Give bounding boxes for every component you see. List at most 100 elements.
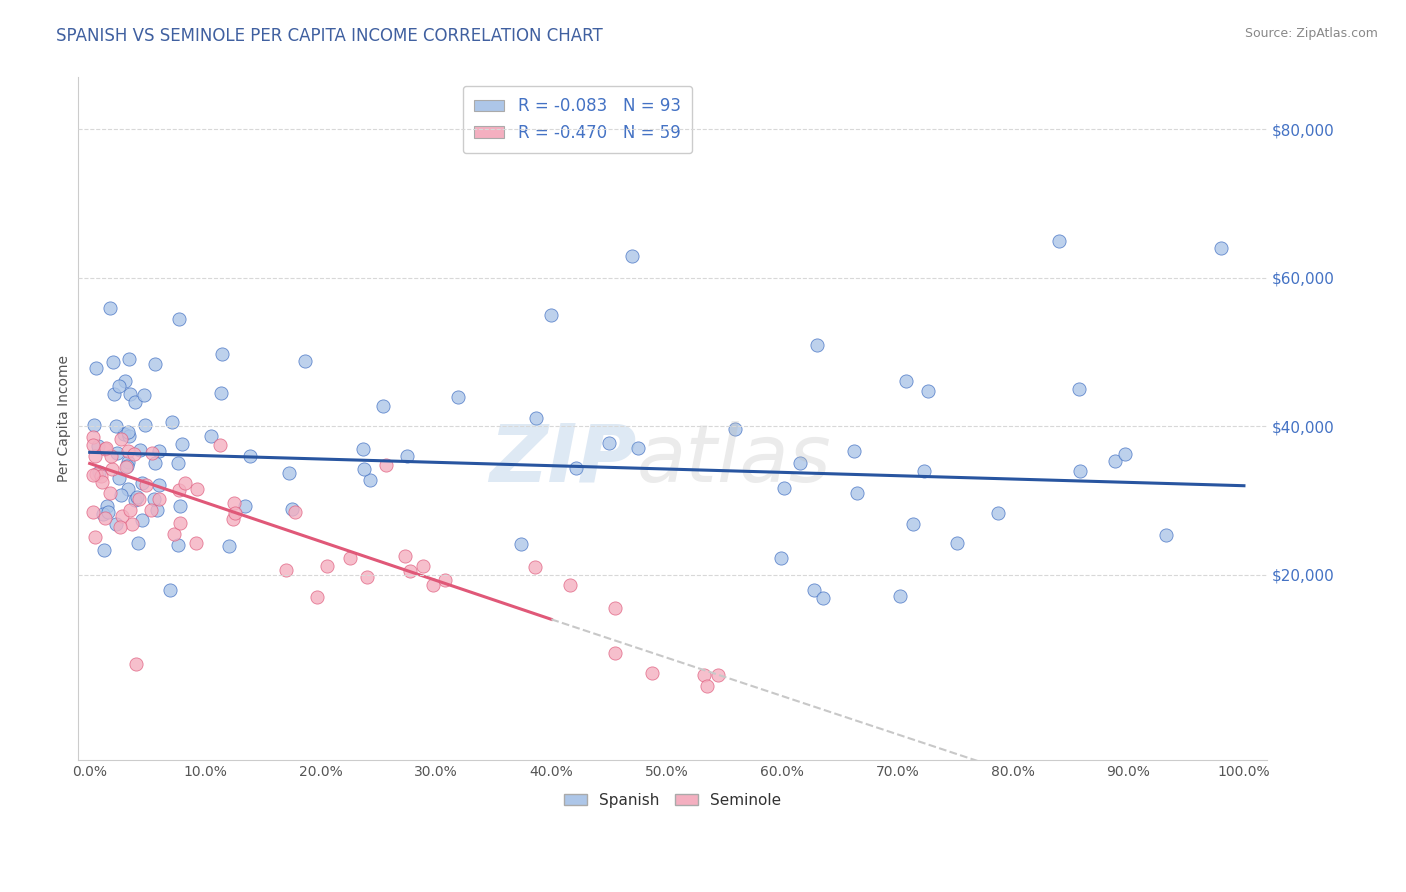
Point [917, 384, 939, 398]
Point [84, 530, 107, 544]
Point [239, 450, 262, 464]
Point [167, 483, 190, 497]
Point [772, 481, 794, 495]
Point [135, 478, 157, 492]
Point [162, 416, 184, 430]
Point [87, 465, 110, 479]
Point [1209, 241, 1232, 255]
Point [173, 476, 195, 491]
Point [1047, 234, 1070, 248]
Point [172, 437, 194, 451]
Point [540, 308, 562, 322]
Point [118, 429, 141, 443]
Point [96, 499, 118, 513]
Point [167, 312, 190, 326]
Point [724, 422, 747, 436]
Point [101, 461, 124, 475]
Point [294, 354, 316, 368]
Point [114, 375, 136, 389]
Point [218, 539, 240, 553]
Point [148, 478, 170, 492]
Point [1069, 464, 1091, 478]
Point [90, 468, 112, 483]
Point [118, 387, 141, 401]
Point [125, 657, 148, 671]
Point [200, 429, 222, 443]
Point [394, 549, 416, 563]
Point [845, 485, 868, 500]
Point [111, 508, 134, 523]
Point [224, 495, 246, 509]
Point [110, 520, 132, 534]
Text: ZIP: ZIP [489, 421, 637, 499]
Point [208, 438, 231, 452]
Point [141, 445, 163, 459]
Point [117, 455, 139, 469]
Point [565, 461, 588, 475]
Point [105, 419, 128, 434]
Point [211, 347, 233, 361]
Point [398, 565, 420, 579]
Text: atlas: atlas [637, 421, 832, 499]
Point [233, 500, 256, 514]
Point [118, 502, 141, 516]
Point [117, 482, 139, 496]
Point [811, 591, 834, 605]
Point [84, 467, 107, 481]
Point [806, 337, 828, 351]
Point [134, 417, 156, 432]
Point [222, 511, 245, 525]
Point [90, 475, 112, 489]
Point [373, 400, 395, 414]
Point [627, 441, 650, 455]
Point [1114, 447, 1136, 461]
Point [117, 444, 139, 458]
Point [353, 462, 375, 476]
Point [224, 506, 246, 520]
Point [693, 668, 716, 682]
Point [169, 516, 191, 530]
Point [110, 488, 132, 502]
Point [901, 516, 924, 531]
Point [100, 449, 122, 463]
Point [447, 390, 470, 404]
Point [707, 667, 730, 681]
Point [621, 249, 644, 263]
Point [434, 573, 457, 587]
Point [145, 456, 167, 470]
Point [510, 536, 533, 550]
Point [284, 504, 307, 518]
Point [769, 550, 792, 565]
Point [278, 466, 301, 480]
Point [82, 438, 104, 452]
Point [131, 513, 153, 527]
Point [889, 589, 911, 603]
Point [605, 600, 627, 615]
Point [124, 394, 146, 409]
Y-axis label: Per Capita Income: Per Capita Income [58, 355, 72, 483]
Point [128, 491, 150, 506]
Point [163, 527, 186, 541]
Point [894, 374, 917, 388]
Point [142, 492, 165, 507]
Point [374, 458, 396, 472]
Point [356, 570, 378, 584]
Point [94, 441, 117, 455]
Point [86, 361, 108, 376]
Point [1104, 453, 1126, 467]
Point [146, 503, 169, 517]
Point [912, 464, 935, 478]
Point [148, 444, 170, 458]
Point [167, 456, 190, 470]
Point [696, 679, 718, 693]
Point [560, 578, 582, 592]
Point [104, 517, 127, 532]
Point [640, 666, 662, 681]
Point [524, 559, 547, 574]
Point [315, 558, 337, 573]
Point [307, 590, 329, 604]
Point [107, 470, 129, 484]
Point [105, 446, 128, 460]
Point [87, 439, 110, 453]
Legend: Spanish, Seminole: Spanish, Seminole [558, 787, 787, 814]
